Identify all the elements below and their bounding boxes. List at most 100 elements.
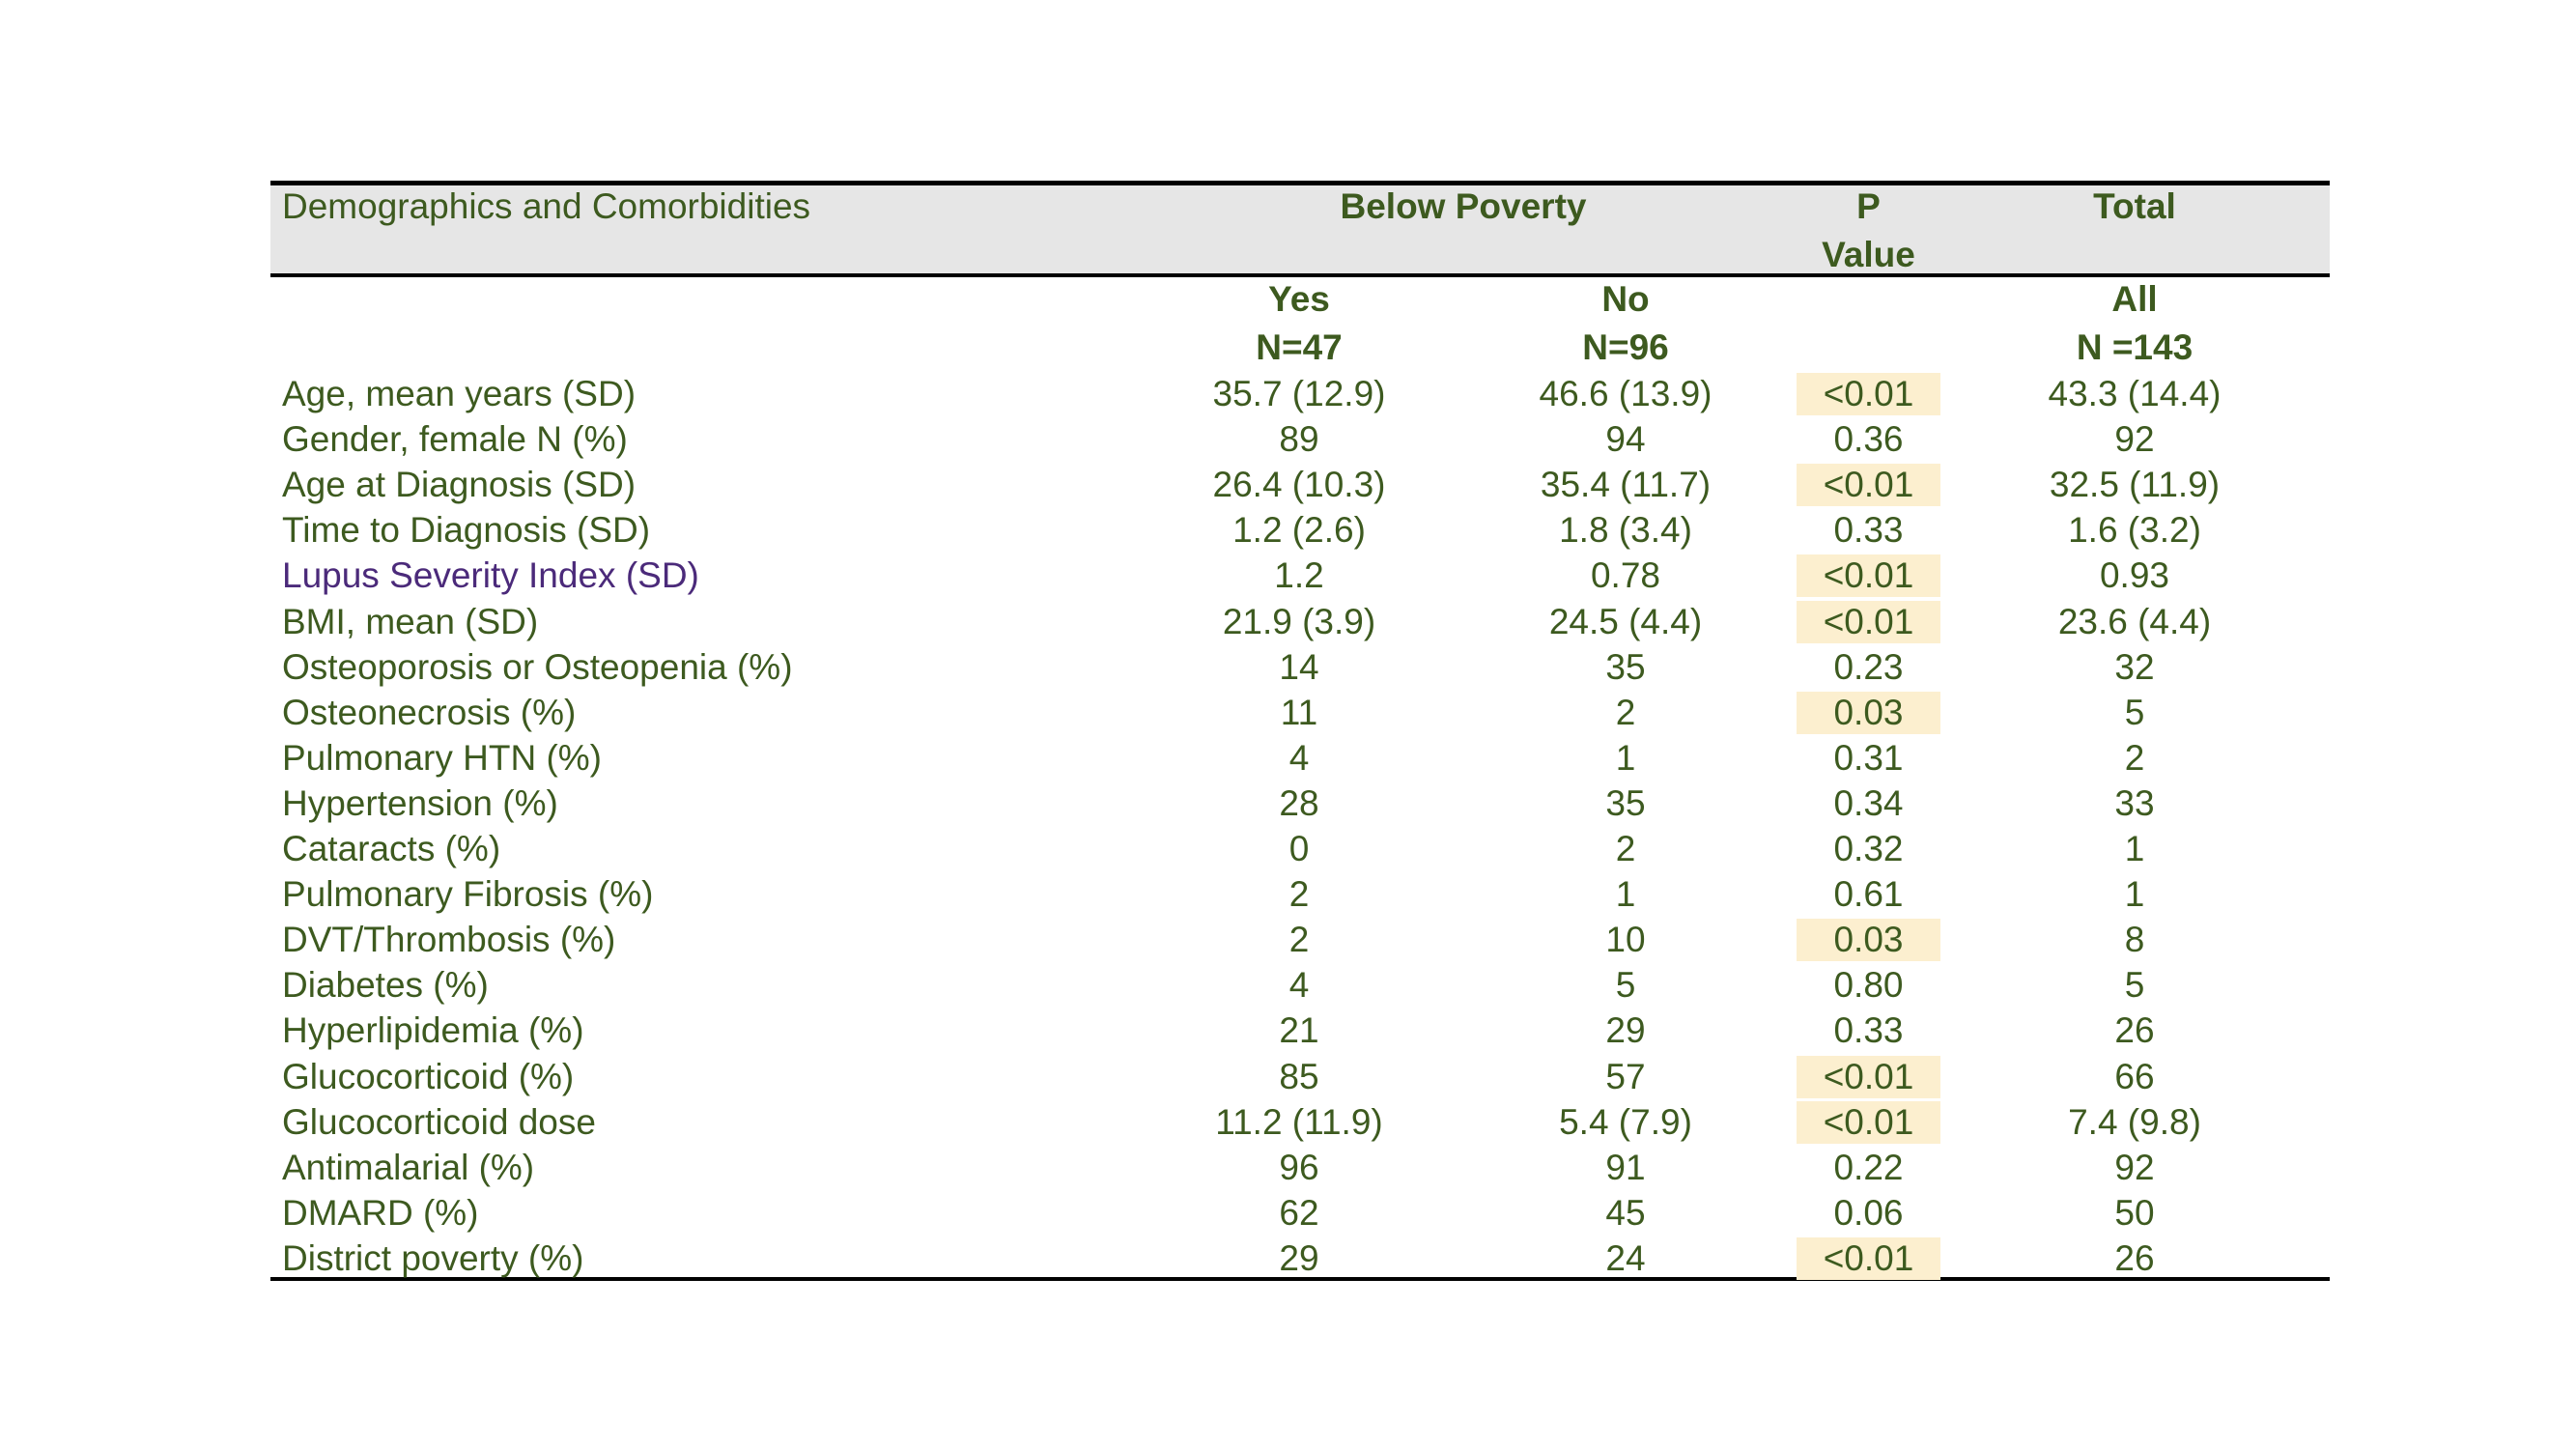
yes-value: 62	[1279, 1192, 1319, 1233]
total-value: 50	[2114, 1192, 2155, 1233]
no-value: 35	[1605, 646, 1646, 687]
no-value: 1	[1615, 874, 1636, 915]
total-value: 32.5 (11.9)	[2049, 465, 2221, 505]
p-value: 0.32	[1833, 829, 1904, 868]
row-label: Lupus Severity Index (SD)	[282, 555, 699, 596]
table-row: District poverty (%) 29 24 <0.01 26	[0, 1236, 2576, 1281]
no-value: 57	[1605, 1056, 1646, 1096]
table-row: Osteoporosis or Osteopenia (%) 14 35 0.23 32	[0, 644, 2576, 690]
total-value: 5	[2124, 692, 2145, 732]
total-value: 43.3 (14.4)	[2048, 374, 2222, 413]
header-rule	[270, 273, 2330, 277]
row-label: Pulmonary Fibrosis (%)	[282, 874, 654, 915]
p-value: 0.61	[1833, 874, 1904, 915]
total-value: 1.6 (3.2)	[2068, 510, 2201, 551]
no-value: 45	[1605, 1192, 1646, 1233]
row-label: Hypertension (%)	[282, 782, 558, 823]
total-value: 1	[2124, 874, 2145, 915]
no-header: No	[1601, 279, 1650, 319]
yes-value: 11.2 (11.9)	[1215, 1101, 1383, 1142]
no-value: 1.8 (3.4)	[1559, 510, 1692, 551]
p-value: <0.01	[1797, 600, 1940, 643]
yes-value: 2	[1288, 874, 1310, 915]
row-label: Diabetes (%)	[282, 965, 489, 1006]
table-row: DMARD (%) 62 45 0.06 50	[0, 1190, 2576, 1236]
table-row: Time to Diagnosis (SD) 1.2 (2.6) 1.8 (3.4)…	[0, 507, 2576, 553]
top-rule	[270, 181, 2330, 185]
table-title: Demographics and Comorbidities	[282, 186, 811, 226]
table-row: Glucocorticoid (%) 85 57 <0.01 66	[0, 1054, 2576, 1099]
p-value: <0.01	[1797, 1055, 1940, 1098]
no-value: 2	[1615, 692, 1636, 732]
no-value: 35.4 (11.7)	[1540, 465, 1712, 505]
row-label: Cataracts (%)	[282, 829, 501, 868]
p-value: <0.01	[1797, 554, 1940, 598]
total-value: 26	[2114, 1237, 2155, 1278]
table-row: Lupus Severity Index (SD) 1.2 0.78 <0.01 0.9…	[0, 553, 2576, 598]
table-row: Glucocorticoid dose 11.2 (11.9) 5.4 (7.9) <…	[0, 1099, 2576, 1145]
row-label: District poverty (%)	[282, 1237, 584, 1278]
no-value: 5.4 (7.9)	[1559, 1101, 1692, 1142]
yes-value: 1.2	[1274, 555, 1324, 596]
p-value: 0.80	[1833, 965, 1904, 1006]
total-value: 0.93	[2099, 555, 2169, 596]
yes-value: 11	[1280, 692, 1318, 732]
table-row: Hypertension (%) 28 35 0.34 33	[0, 781, 2576, 826]
row-label: Glucocorticoid (%)	[282, 1056, 575, 1096]
table-row: Antimalarial (%) 96 91 0.22 92	[0, 1145, 2576, 1190]
p-value: <0.01	[1797, 1100, 1940, 1144]
total-value: 92	[2114, 1147, 2155, 1187]
total-value: 32	[2114, 646, 2155, 687]
no-value: 24	[1605, 1237, 1646, 1278]
no-value: 10	[1605, 920, 1646, 960]
no-value: 29	[1605, 1010, 1646, 1051]
row-label: DVT/Thrombosis (%)	[282, 920, 616, 960]
no-value: 24.5 (4.4)	[1548, 601, 1703, 641]
yes-value: 29	[1279, 1237, 1319, 1278]
yes-value: 35.7 (12.9)	[1212, 374, 1386, 413]
yes-value: 2	[1288, 920, 1310, 960]
p-value: 0.03	[1797, 919, 1940, 962]
total-value: 33	[2114, 782, 2155, 823]
p-value: <0.01	[1797, 373, 1940, 415]
yes-value: 14	[1279, 646, 1319, 687]
row-label: Time to Diagnosis (SD)	[282, 510, 651, 551]
yes-value: 85	[1279, 1056, 1319, 1096]
row-label: Hyperlipidemia (%)	[282, 1010, 584, 1051]
yes-value: 21	[1279, 1010, 1319, 1051]
row-label: Glucocorticoid dose	[282, 1101, 596, 1142]
yes-value: 4	[1288, 737, 1310, 778]
yes-value: 28	[1279, 782, 1319, 823]
no-value: 5	[1615, 965, 1636, 1006]
row-label: Antimalarial (%)	[282, 1147, 535, 1187]
p-value: <0.01	[1797, 1236, 1940, 1280]
p-value: 0.33	[1833, 510, 1904, 551]
no-value: 35	[1605, 782, 1646, 823]
yes-value: 4	[1288, 965, 1310, 1006]
table-row: Osteonecrosis (%) 11 2 0.03 5	[0, 690, 2576, 735]
table-row: Gender, female N (%) 89 94 0.36 92	[0, 416, 2576, 462]
all-n: N =143	[2076, 327, 2194, 367]
table-row: Pulmonary Fibrosis (%) 2 1 0.61 1	[0, 871, 2576, 917]
yes-n: N=47	[1256, 327, 1343, 367]
row-label: BMI, mean (SD)	[282, 601, 539, 641]
p-value: 0.33	[1833, 1010, 1904, 1051]
table-row: DVT/Thrombosis (%) 2 10 0.03 8	[0, 917, 2576, 962]
p-value: 0.22	[1833, 1147, 1904, 1187]
row-label: Osteonecrosis (%)	[282, 692, 577, 732]
row-label: Osteoporosis or Osteopenia (%)	[282, 646, 793, 687]
row-label: Pulmonary HTN (%)	[282, 737, 602, 778]
no-value: 94	[1605, 419, 1646, 460]
p-value: 0.23	[1833, 646, 1904, 687]
p-value: 0.06	[1833, 1192, 1904, 1233]
yes-value: 21.9 (3.9)	[1222, 601, 1376, 641]
table-row: Diabetes (%) 4 5 0.80 5	[0, 962, 2576, 1008]
no-value: 0.78	[1590, 555, 1660, 596]
yes-value: 1.2 (2.6)	[1232, 510, 1366, 551]
below-poverty-header: Below Poverty	[1340, 186, 1587, 226]
p-value: 0.31	[1833, 737, 1904, 778]
p-value-header-line1: P	[1856, 186, 1881, 226]
table-row: Pulmonary HTN (%) 4 1 0.31 2	[0, 735, 2576, 781]
row-label: DMARD (%)	[282, 1192, 479, 1233]
no-value: 1	[1615, 737, 1636, 778]
